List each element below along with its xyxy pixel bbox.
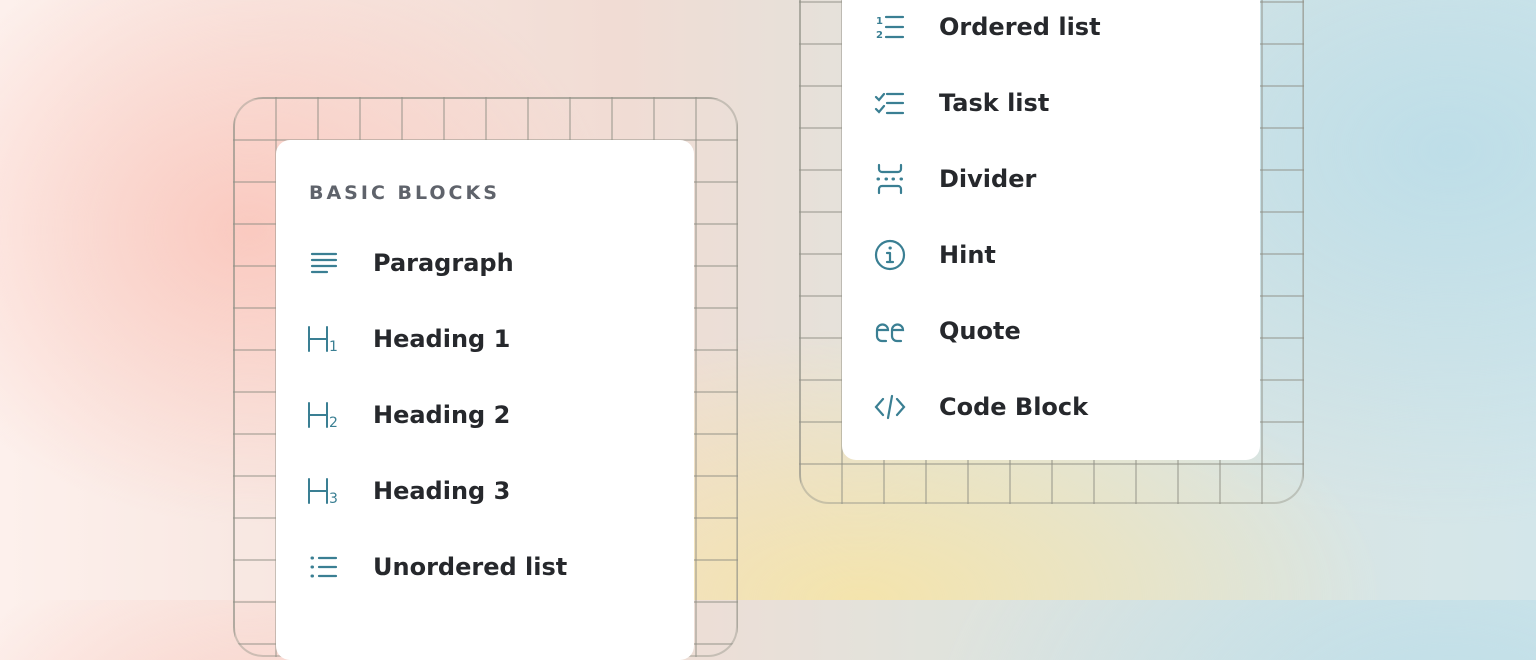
menu-item-label: Ordered list	[939, 13, 1101, 41]
basic-blocks-menu: BASIC BLOCKS Paragraph 1 Heading 1 2 Hea…	[276, 140, 694, 660]
menu-item-code-block[interactable]: Code Block	[842, 377, 1260, 437]
menu-item-quote[interactable]: Quote	[842, 301, 1260, 361]
svg-text:3: 3	[329, 491, 338, 506]
menu-item-paragraph[interactable]: Paragraph	[276, 233, 694, 293]
menu-item-label: Code Block	[939, 393, 1089, 421]
menu-item-label: Paragraph	[373, 249, 514, 277]
menu-item-label: Quote	[939, 317, 1021, 345]
quote-icon	[872, 313, 908, 349]
task-list-icon	[872, 85, 908, 121]
menu-item-hint[interactable]: Hint	[842, 225, 1260, 285]
svg-text:2: 2	[876, 30, 883, 41]
heading-2-icon: 2	[306, 397, 342, 433]
divider-icon	[872, 161, 908, 197]
heading-3-icon: 3	[306, 473, 342, 509]
menu-item-divider[interactable]: Divider	[842, 149, 1260, 209]
menu-item-label: Hint	[939, 241, 996, 269]
menu-item-label: Heading 2	[373, 401, 511, 429]
menu-item-heading-3[interactable]: 3 Heading 3	[276, 461, 694, 521]
menu-item-label: Divider	[939, 165, 1037, 193]
heading-1-icon: 1	[306, 321, 342, 357]
info-icon	[872, 237, 908, 273]
unordered-list-icon	[306, 549, 342, 585]
svg-text:1: 1	[329, 339, 338, 354]
menu-item-task-list[interactable]: Task list	[842, 73, 1260, 133]
menu-item-heading-2[interactable]: 2 Heading 2	[276, 385, 694, 445]
menu-item-label: Unordered list	[373, 553, 568, 581]
section-title: BASIC BLOCKS	[309, 182, 500, 204]
svg-text:2: 2	[329, 415, 338, 430]
code-icon	[872, 389, 908, 425]
menu-item-heading-1[interactable]: 1 Heading 1	[276, 309, 694, 369]
menu-item-label: Heading 1	[373, 325, 511, 353]
menu-item-unordered-list[interactable]: Unordered list	[276, 537, 694, 597]
menu-item-label: Task list	[939, 89, 1050, 117]
menu-item-label: Heading 3	[373, 477, 511, 505]
svg-text:1: 1	[876, 16, 883, 27]
paragraph-icon	[306, 245, 342, 281]
